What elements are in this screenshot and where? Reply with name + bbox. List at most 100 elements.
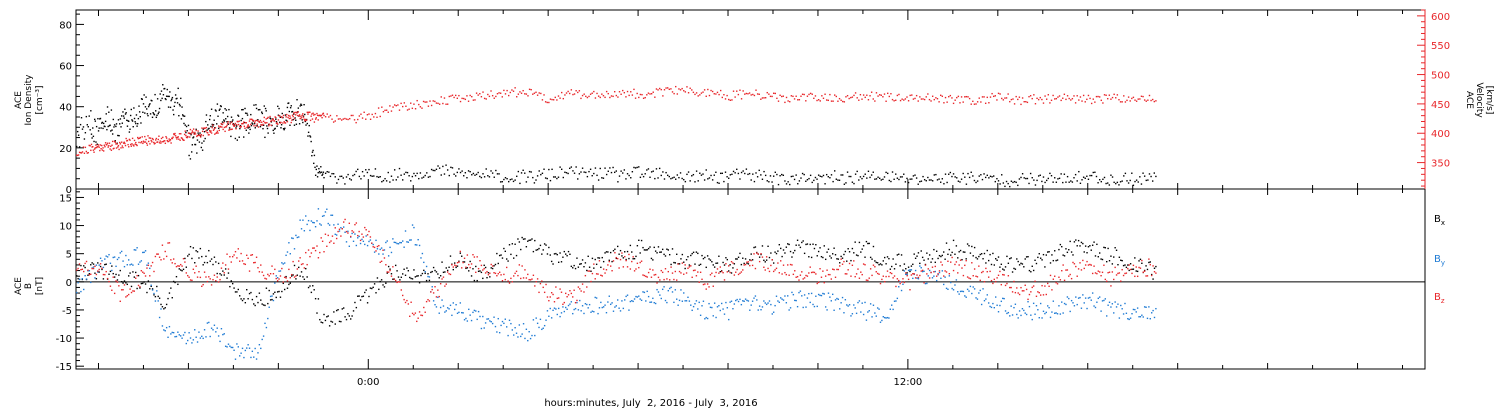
bx-point xyxy=(124,280,125,281)
velocity-point xyxy=(172,138,173,139)
density-point xyxy=(1054,177,1055,178)
velocity-point xyxy=(612,96,613,97)
bz-point xyxy=(464,258,465,259)
by-point xyxy=(639,298,640,299)
density-point xyxy=(415,175,416,176)
bz-point xyxy=(270,273,271,274)
velocity-point xyxy=(583,93,584,94)
bz-point xyxy=(148,265,149,266)
velocity-point xyxy=(710,90,711,91)
by-point xyxy=(891,304,892,305)
by-point xyxy=(915,270,916,271)
bz-point xyxy=(1103,265,1104,266)
bz-point xyxy=(139,286,140,287)
velocity-point xyxy=(445,104,446,105)
bx-point xyxy=(146,292,147,293)
bz-point xyxy=(630,268,631,269)
density-point xyxy=(111,109,112,110)
velocity-point xyxy=(1089,98,1090,99)
density-point xyxy=(264,137,265,138)
velocity-point xyxy=(314,121,315,122)
bz-point xyxy=(330,240,331,241)
bx-point xyxy=(343,307,344,308)
by-point xyxy=(828,292,829,293)
bz-point xyxy=(267,274,268,275)
density-point xyxy=(299,123,300,124)
velocity-point xyxy=(224,131,225,132)
density-point xyxy=(413,173,414,174)
bz-point xyxy=(1058,277,1059,278)
velocity-point xyxy=(1144,99,1145,100)
bz-point xyxy=(1016,287,1017,288)
density-point xyxy=(921,180,922,181)
velocity-point xyxy=(178,139,179,140)
by-point xyxy=(918,278,919,279)
by-point xyxy=(429,276,430,277)
by-point xyxy=(1155,308,1156,309)
bz-point xyxy=(76,269,77,270)
by-point xyxy=(946,288,947,289)
bz-point xyxy=(1005,285,1006,286)
density-point xyxy=(959,181,960,182)
bx-point xyxy=(267,303,268,304)
velocity-point xyxy=(298,115,299,116)
density-point xyxy=(296,99,297,100)
density-point xyxy=(164,88,165,89)
velocity-point xyxy=(429,100,430,101)
by-point xyxy=(873,305,874,306)
by-point xyxy=(821,295,822,296)
velocity-point xyxy=(335,120,336,121)
density-point xyxy=(492,172,493,173)
density-point xyxy=(246,113,247,114)
bz-point xyxy=(208,276,209,277)
bx-point xyxy=(982,258,983,259)
density-point xyxy=(1101,181,1102,182)
density-point xyxy=(289,111,290,112)
top-right-axis-title: ACE Velocity [km/s] xyxy=(1464,82,1494,118)
velocity-point xyxy=(580,98,581,99)
bz-point xyxy=(939,270,940,271)
density-point xyxy=(1147,179,1148,180)
density-point xyxy=(242,109,243,110)
bz-point xyxy=(1072,262,1073,263)
bx-point xyxy=(743,263,744,264)
bx-point xyxy=(621,255,622,256)
velocity-point xyxy=(1054,98,1055,99)
density-point xyxy=(787,181,788,182)
density-point xyxy=(179,104,180,105)
velocity-point xyxy=(455,95,456,96)
bz-point xyxy=(253,262,254,263)
by-point xyxy=(887,317,888,318)
by-point xyxy=(836,298,837,299)
velocity-point xyxy=(116,143,117,144)
by-point xyxy=(561,312,562,313)
velocity-point xyxy=(1118,99,1119,100)
bx-point xyxy=(989,254,990,255)
bx-point xyxy=(454,262,455,263)
bz-point xyxy=(773,271,774,272)
bx-point xyxy=(1003,269,1004,270)
density-point xyxy=(566,172,567,173)
density-point xyxy=(235,138,236,139)
bz-point xyxy=(481,265,482,266)
bz-point xyxy=(174,263,175,264)
velocity-point xyxy=(1007,93,1008,94)
by-point xyxy=(725,302,726,303)
bx-point xyxy=(132,271,133,272)
bz-point xyxy=(462,262,463,263)
velocity-point xyxy=(906,96,907,97)
velocity-point xyxy=(201,134,202,135)
bz-point xyxy=(727,271,728,272)
bx-point xyxy=(890,268,891,269)
velocity-point xyxy=(633,89,634,90)
bx-point xyxy=(1141,263,1142,264)
density-point xyxy=(937,179,938,180)
velocity-point xyxy=(763,97,764,98)
density-point xyxy=(571,166,572,167)
bx-point xyxy=(817,255,818,256)
bz-point xyxy=(836,269,837,270)
velocity-point xyxy=(103,150,104,151)
by-point xyxy=(795,300,796,301)
bz-point xyxy=(544,292,545,293)
velocity-point xyxy=(665,87,666,88)
